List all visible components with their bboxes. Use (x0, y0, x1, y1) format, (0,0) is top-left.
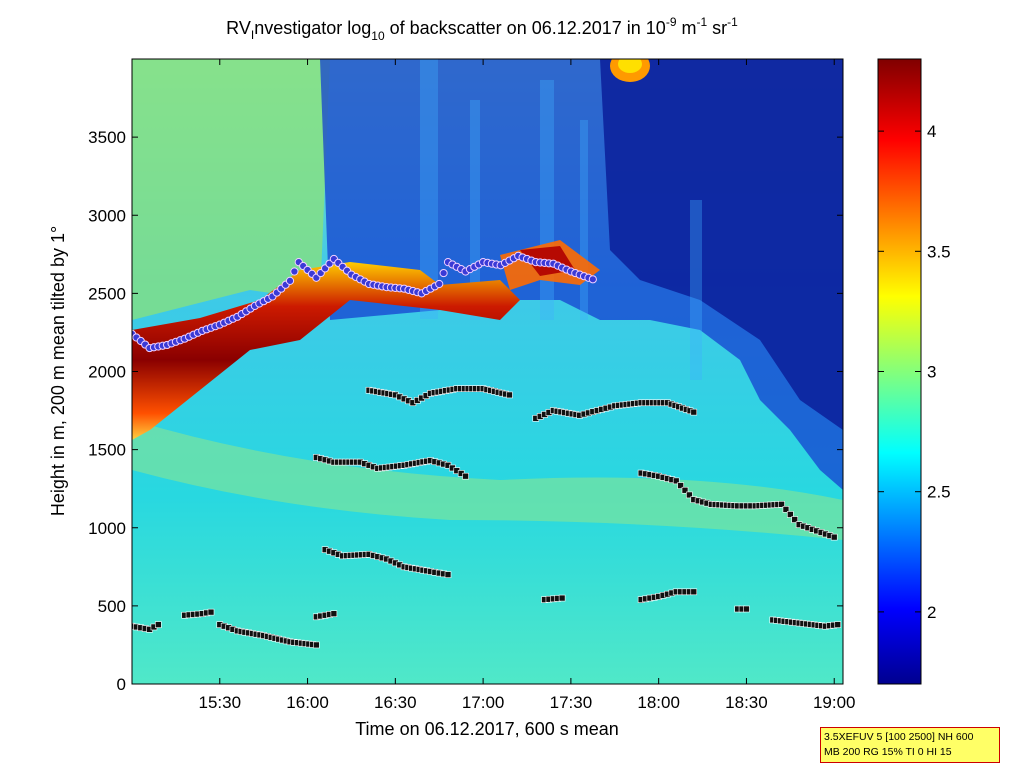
colorbar-tick-label: 3.5 (927, 242, 951, 261)
colorbar-axis: 2 2.5 3 3.5 4 (878, 122, 951, 622)
layer-marker (681, 486, 689, 494)
layer-marker (462, 472, 469, 480)
y-tick-label: 500 (98, 597, 126, 616)
layer-marker (778, 501, 785, 508)
heatmap-cloud-layer (132, 262, 520, 440)
layer-marker (207, 608, 215, 616)
title-part4: sr (707, 18, 727, 38)
layer-marker (787, 511, 794, 518)
layer-marker (791, 516, 799, 523)
cloud-base-point (588, 275, 597, 284)
x-tick-label: 19:00 (813, 693, 856, 712)
heatmap-area (132, 59, 843, 684)
layer-marker (743, 605, 750, 613)
layer-marker (155, 621, 162, 628)
title-sup-m1: -1 (697, 15, 708, 29)
x-axis-label: Time on 06.12.2017, 600 s mean (355, 719, 619, 739)
heatmap-streaks (420, 59, 702, 380)
cloud-base-point (285, 276, 295, 285)
layer-marker (672, 477, 680, 485)
layer-markers (132, 385, 842, 649)
layer-marker (686, 491, 693, 499)
heatmap-upper-left-region (132, 59, 330, 320)
colorbar-tick-label: 3 (927, 363, 936, 382)
title-part3: m (677, 18, 697, 38)
x-tick-label: 17:00 (462, 693, 505, 712)
info-line-2: MB 200 RG 15% TI 0 HI 15 (824, 746, 952, 758)
y-tick-label: 1000 (88, 519, 126, 538)
layer-marker (558, 594, 566, 602)
heatmap-green-band (132, 420, 843, 540)
info-line-1: 3.5XEFUV 5 [100 2500] NH 600 (824, 731, 974, 743)
layer-marker (830, 533, 838, 541)
colorbar (877, 58, 922, 685)
colorbar-tick-label: 2.5 (927, 483, 951, 502)
heatmap-dark-blue-region (600, 59, 843, 430)
colorbar-tick-label: 4 (927, 122, 936, 141)
x-tick-label: 18:30 (725, 693, 768, 712)
y-tick-label: 2000 (88, 363, 126, 382)
y-tick-label: 3000 (88, 206, 126, 225)
title-prefix: RV (226, 18, 251, 38)
x-tick-label: 16:00 (286, 693, 329, 712)
layer-marker (330, 610, 338, 617)
y-tick-label: 0 (117, 675, 126, 694)
x-tick-label: 17:30 (550, 693, 593, 712)
title-part2: of backscatter on 06.12.2017 in 10 (385, 18, 666, 38)
y-axis-label: Height in m, 200 m mean tilted by 1° (48, 226, 68, 516)
heatmap-hotspot-core (618, 59, 642, 73)
y-axis: 0 500 1000 1500 2000 2500 3000 3500 (88, 128, 843, 694)
title-sub-10: 10 (371, 29, 385, 43)
title-sub-i: I (251, 28, 254, 42)
cloud-base-point (290, 267, 299, 276)
layer-marker (690, 408, 698, 416)
layer-marker (444, 571, 452, 578)
title-sup-m1b: -1 (727, 15, 738, 29)
layer-marker (782, 506, 790, 513)
x-tick-label: 16:30 (374, 693, 417, 712)
colorbar-tick-label: 2 (927, 603, 936, 622)
y-tick-label: 3500 (88, 128, 126, 147)
y-tick-label: 2500 (88, 284, 126, 303)
title-sup-m9: -9 (666, 15, 677, 29)
layer-marker (313, 641, 320, 649)
layer-marker (690, 588, 698, 596)
cloud-base-point (435, 279, 444, 289)
layer-marker (506, 391, 513, 399)
cloud-base-line (132, 251, 597, 353)
x-tick-label: 18:00 (637, 693, 680, 712)
x-tick-label: 15:30 (199, 693, 242, 712)
title-part1: nvestigator log (254, 18, 371, 38)
x-axis: 15:30 16:00 16:30 17:00 17:30 18:00 18:30 19:00 (199, 59, 856, 712)
layer-marker (677, 482, 684, 489)
cloud-base-point (439, 268, 448, 278)
y-tick-label: 1500 (88, 441, 126, 460)
chart-title: RVInvestigator log10 of backscatter on 0… (226, 15, 738, 43)
layer-marker (834, 621, 842, 628)
processing-info-box: 3.5XEFUV 5 [100 2500] NH 600 MB 200 RG 1… (820, 727, 1000, 763)
